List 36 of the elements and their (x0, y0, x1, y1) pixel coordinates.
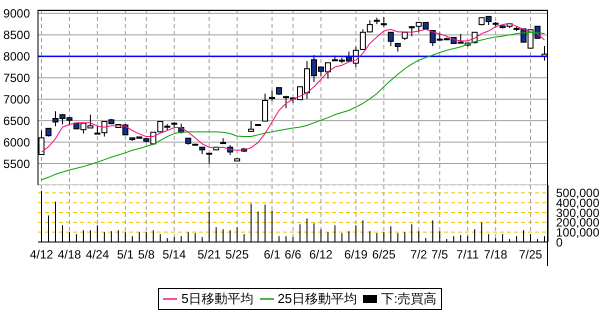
x-tick-label: 6/19 (344, 248, 368, 262)
x-tick-label: 7/25 (518, 248, 543, 262)
x-tick-label: 4/18 (58, 248, 82, 262)
x-tick-label: 4/24 (86, 248, 110, 262)
x-tick-label: 7/11 (456, 248, 480, 262)
y-tick-label: 9000 (3, 6, 30, 21)
candlestick (248, 120, 254, 132)
y-tick-label: 6500 (3, 114, 30, 128)
y-tick-label: 8500 (3, 28, 30, 42)
y-tick-label: 8000 (3, 50, 30, 64)
x-tick-label: 6/1 (264, 248, 281, 262)
candlestick (380, 16, 387, 28)
x-tick-label: 5/14 (162, 248, 186, 262)
x-tick-label: 6/25 (372, 248, 396, 262)
candlestick (262, 93, 268, 122)
y-tick-label: 0 (556, 235, 563, 250)
x-tick-label: 4/12 (30, 248, 54, 262)
x-tick-label: 7/5 (431, 248, 448, 262)
y-tick-label: 7500 (3, 71, 30, 86)
x-tick-label: 5/1 (116, 248, 134, 262)
legend-label: 25日移動平均 (278, 290, 358, 308)
line-series (40, 32, 546, 180)
x-tick-label: 7/2 (410, 248, 428, 262)
legend-label: 下:売買高 (381, 290, 437, 308)
y-tick-label: 6000 (3, 135, 30, 150)
x-tick-label: 5/21 (197, 248, 222, 262)
x-tick-label: 6/6 (284, 248, 302, 262)
y-tick-label: 5500 (3, 156, 30, 171)
x-tick-label: 7/18 (484, 248, 508, 262)
y-tick-label: 7000 (3, 92, 30, 106)
candlestick (269, 90, 276, 102)
x-tick-label: 5/25 (225, 248, 250, 262)
x-tick-label: 6/12 (309, 248, 333, 262)
x-tick-label: 5/8 (138, 248, 155, 262)
candlestick (388, 31, 394, 47)
legend-label: 5日移動平均 (181, 290, 254, 308)
